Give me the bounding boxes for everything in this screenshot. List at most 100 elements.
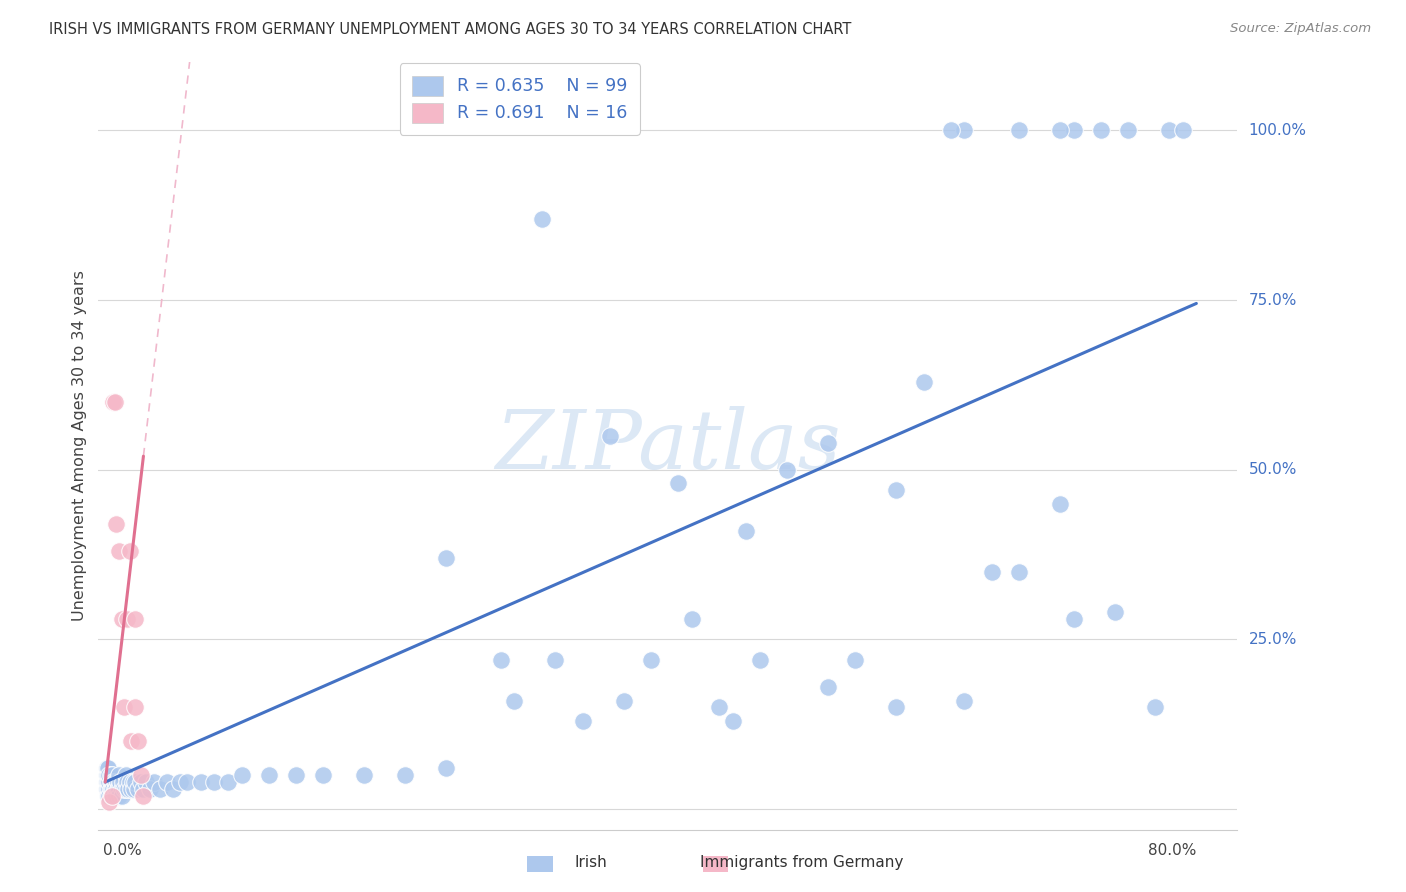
Point	[434, 551, 457, 566]
Point	[108, 781, 131, 796]
Point	[112, 700, 135, 714]
Point	[98, 775, 121, 789]
Point	[114, 781, 136, 796]
Point	[117, 781, 139, 796]
Point	[124, 612, 146, 626]
Point	[162, 781, 184, 796]
Point	[953, 693, 976, 707]
Point	[96, 768, 118, 782]
Point	[1116, 123, 1139, 137]
Text: 50.0%: 50.0%	[1249, 462, 1296, 477]
Point	[97, 775, 120, 789]
Point	[110, 781, 132, 796]
Point	[107, 781, 129, 796]
Point	[748, 653, 770, 667]
Point	[105, 781, 128, 796]
Point	[571, 714, 593, 728]
Point	[96, 762, 118, 776]
Point	[202, 775, 225, 789]
Point	[176, 775, 198, 789]
Point	[124, 700, 146, 714]
Text: 100.0%: 100.0%	[1249, 123, 1306, 138]
Point	[143, 775, 166, 789]
Point	[108, 768, 131, 782]
Point	[107, 775, 129, 789]
Point	[127, 734, 149, 748]
Point	[114, 768, 136, 782]
Point	[98, 768, 121, 782]
Point	[156, 775, 179, 789]
Point	[108, 544, 131, 558]
Point	[110, 612, 132, 626]
Point	[118, 775, 141, 789]
Point	[96, 781, 118, 796]
Point	[1090, 123, 1112, 137]
Point	[121, 775, 143, 789]
Point	[132, 781, 155, 796]
Point	[257, 768, 280, 782]
Point	[100, 768, 122, 782]
Point	[127, 781, 149, 796]
Point	[953, 123, 976, 137]
Point	[104, 781, 127, 796]
Point	[104, 395, 127, 409]
Point	[1104, 605, 1126, 619]
Point	[101, 768, 124, 782]
Legend: R = 0.635    N = 99, R = 0.691    N = 16: R = 0.635 N = 99, R = 0.691 N = 16	[399, 63, 640, 135]
Point	[105, 517, 128, 532]
Point	[681, 612, 703, 626]
Point	[353, 768, 375, 782]
Point	[640, 653, 662, 667]
Point	[101, 775, 124, 789]
Point	[122, 781, 145, 796]
Point	[120, 734, 142, 748]
Point	[104, 775, 127, 789]
Point	[1063, 123, 1085, 137]
Text: Source: ZipAtlas.com: Source: ZipAtlas.com	[1230, 22, 1371, 36]
Point	[666, 476, 689, 491]
Point	[105, 775, 128, 789]
Point	[98, 789, 121, 803]
Point	[96, 775, 118, 789]
Point	[129, 768, 152, 782]
Point	[394, 768, 416, 782]
Point	[817, 680, 839, 694]
Point	[707, 700, 730, 714]
Text: 80.0%: 80.0%	[1147, 843, 1197, 858]
Text: IRISH VS IMMIGRANTS FROM GERMANY UNEMPLOYMENT AMONG AGES 30 TO 34 YEARS CORRELAT: IRISH VS IMMIGRANTS FROM GERMANY UNEMPLO…	[49, 22, 852, 37]
Text: ZIPatlas: ZIPatlas	[495, 406, 841, 486]
Point	[100, 789, 122, 803]
Point	[97, 789, 120, 803]
Point	[98, 781, 121, 796]
Point	[844, 653, 866, 667]
Point	[721, 714, 744, 728]
Point	[285, 768, 308, 782]
Point	[139, 781, 162, 796]
Point	[135, 775, 157, 789]
Point	[1144, 700, 1167, 714]
Point	[97, 762, 120, 776]
Point	[120, 781, 142, 796]
Point	[110, 789, 132, 803]
Text: 75.0%: 75.0%	[1249, 293, 1296, 308]
Point	[103, 775, 125, 789]
Point	[100, 775, 122, 789]
Point	[599, 429, 621, 443]
Point	[1049, 123, 1071, 137]
Point	[108, 789, 131, 803]
Text: Immigrants from Germany: Immigrants from Germany	[700, 855, 903, 870]
Point	[103, 781, 125, 796]
Point	[103, 395, 125, 409]
Text: 25.0%: 25.0%	[1249, 632, 1296, 647]
Point	[817, 435, 839, 450]
Point	[105, 789, 128, 803]
Point	[312, 768, 335, 782]
Point	[544, 653, 567, 667]
Point	[912, 375, 935, 389]
Point	[884, 700, 907, 714]
Point	[115, 775, 138, 789]
Point	[98, 796, 121, 810]
Point	[104, 789, 127, 803]
Point	[776, 463, 799, 477]
Point	[1171, 123, 1194, 137]
